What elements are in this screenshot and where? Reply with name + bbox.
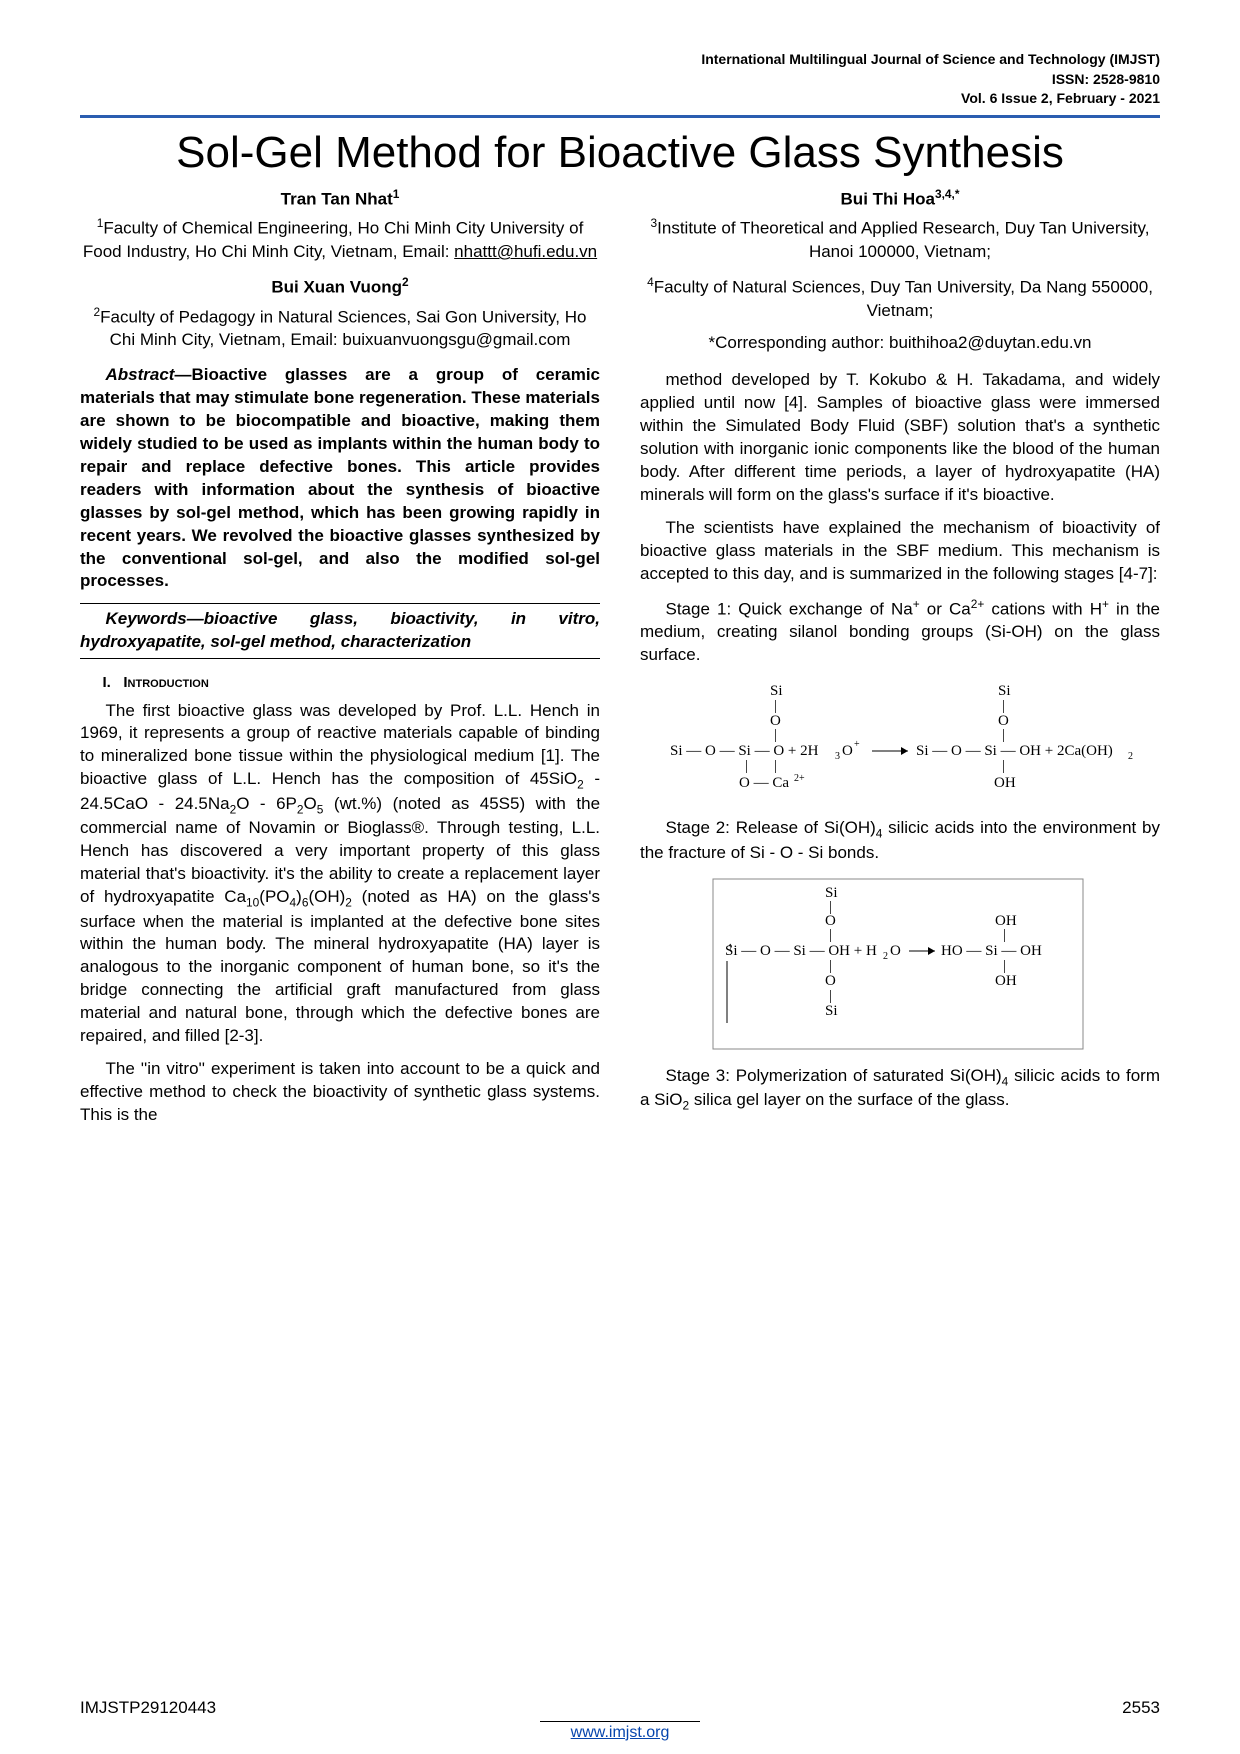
abstract: Abstract—Bioactive glasses are a group o… [80,364,600,593]
svg-text:|: | [774,758,777,774]
affiliation-3: 3Institute of Theoretical and Applied Re… [640,215,1160,264]
section-intro-heading: I. Introduction [103,673,601,693]
two-column-layout: Tran Tan Nhat1 1Faculty of Chemical Engi… [80,186,1160,1137]
reaction-diagram-1: Si|O|Si — O — Si — O + 2H3O+||O — Ca2+Si… [650,677,1150,807]
stage-3: Stage 3: Polymerization of saturated Si(… [640,1065,1160,1114]
svg-text:Si — O — Si — OH + 2Ca(OH): Si — O — Si — OH + 2Ca(OH) [916,743,1113,759]
svg-text:O: O [890,943,901,959]
body-para-3: method developed by T. Kokubo & H. Takad… [640,369,1160,507]
keywords: Keywords—bioactive glass, bioactivity, i… [80,603,600,659]
svg-text:↑: ↑ [727,939,734,954]
left-column: Tran Tan Nhat1 1Faculty of Chemical Engi… [80,186,600,1137]
svg-text:2+: 2+ [794,773,805,784]
svg-text:|: | [1002,758,1005,774]
svg-text:|: | [1002,698,1005,714]
author-2: Bui Xuan Vuong2 [80,274,600,300]
volume-issue: Vol. 6 Issue 2, February - 2021 [80,89,1160,109]
section-title: Introduction [123,674,208,691]
journal-name: International Multilingual Journal of Sc… [80,50,1160,70]
svg-text:Si: Si [998,683,1011,699]
paper-title: Sol-Gel Method for Bioactive Glass Synth… [80,128,1160,178]
svg-text:+: + [854,739,860,750]
author-1: Tran Tan Nhat1 [80,186,600,212]
svg-text:2: 2 [1128,751,1133,762]
affiliation-2: 2Faculty of Pedagogy in Natural Sciences… [80,304,600,353]
svg-text:|: | [1003,958,1006,974]
author-3: Bui Thi Hoa3,4,* [640,186,1160,212]
right-column: Bui Thi Hoa3,4,* 3Institute of Theoretic… [640,186,1160,1137]
svg-text:|: | [774,698,777,714]
svg-text:|: | [745,758,748,774]
svg-text:|: | [774,727,777,743]
reaction-diagram-2: Si|O|Si — O — Si — OH + H↑2O|O|SiOH|HO —… [685,875,1115,1055]
svg-text:Si — O — Si — OH + H: Si — O — Si — OH + H [725,943,877,959]
footer: IMJSTP29120443 2553 [80,1698,1160,1718]
svg-text:2: 2 [883,951,888,962]
svg-text:Si — O — Si — O + 2H: Si — O — Si — O + 2H [670,743,819,759]
page-number: 2553 [1122,1698,1160,1718]
svg-text:Si: Si [770,683,783,699]
footer-center: www.imjst.org [540,1721,700,1742]
footer-id: IMJSTP29120443 [80,1698,216,1718]
affiliation-4: 4Faculty of Natural Sciences, Duy Tan Un… [640,274,1160,323]
intro-para-2: The ''in vitro'' experiment is taken int… [80,1058,600,1127]
issn: ISSN: 2528-9810 [80,70,1160,90]
footer-link[interactable]: www.imjst.org [540,1721,700,1742]
svg-text:Si: Si [825,1003,838,1019]
intro-para-1: The first bioactive glass was developed … [80,700,600,1049]
section-number: I. [103,674,111,691]
stage-1: Stage 1: Quick exchange of Na+ or Ca2+ c… [640,596,1160,667]
svg-text:3: 3 [835,751,840,762]
affiliation-1: 1Faculty of Chemical Engineering, Ho Chi… [80,215,600,264]
svg-text:|: | [829,958,832,974]
svg-text:HO — Si — OH: HO — Si — OH [941,943,1042,959]
body-para-4: The scientists have explained the mechan… [640,517,1160,586]
header-rule [80,115,1160,118]
svg-text:|: | [829,927,832,943]
svg-text:|: | [1003,927,1006,943]
svg-text:|: | [829,988,832,1004]
stage-2: Stage 2: Release of Si(OH)4 silicic acid… [640,817,1160,864]
svg-text:O: O [825,973,836,989]
svg-text:|: | [1002,727,1005,743]
svg-text:OH: OH [994,775,1016,791]
corresponding-author: *Corresponding author: buithihoa2@duytan… [640,332,1160,355]
svg-text:O: O [842,743,853,759]
header-block: International Multilingual Journal of Sc… [80,50,1160,109]
svg-text:O — Ca: O — Ca [739,775,789,791]
svg-text:OH: OH [995,973,1017,989]
